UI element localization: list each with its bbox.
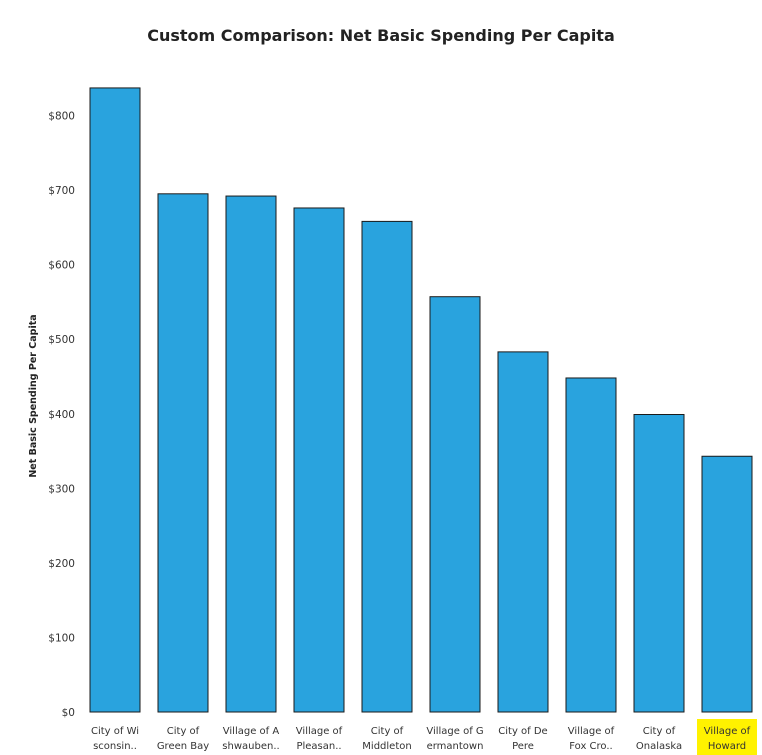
x-tick-label: shwauben..	[222, 741, 279, 752]
x-tick-label: ermantown	[427, 741, 484, 752]
bar	[701, 455, 753, 713]
bar	[157, 193, 209, 713]
x-tick-label: Fox Cro..	[569, 741, 612, 752]
bar	[361, 220, 413, 713]
x-tick-label: Howard	[708, 741, 746, 752]
bar	[89, 87, 141, 713]
y-tick-label: $300	[48, 483, 75, 495]
x-tick-label: Village of A	[223, 726, 280, 737]
y-tick-label: $0	[62, 707, 75, 719]
x-tick-label: Village of G	[426, 726, 483, 737]
y-tick-label: $400	[48, 409, 75, 421]
bar	[293, 207, 345, 713]
y-tick-label: $700	[48, 185, 75, 197]
x-tick-label: City of Wi	[91, 726, 139, 737]
bar	[633, 414, 685, 713]
x-tick-label: Onalaska	[636, 741, 682, 752]
x-tick-label: sconsin..	[93, 741, 137, 752]
y-tick-label: $600	[48, 260, 75, 272]
y-tick-label: $800	[48, 111, 75, 123]
y-tick-label: $100	[48, 632, 75, 644]
x-tick-label: Pleasan..	[296, 741, 341, 752]
x-tick-label: City of	[371, 726, 404, 737]
bar	[565, 377, 617, 713]
y-tick-label: $200	[48, 558, 75, 570]
x-tick-label: Green Bay	[157, 741, 209, 752]
bar	[497, 351, 549, 713]
x-tick-label: Village of	[296, 726, 343, 737]
x-tick-label: Village of	[704, 726, 751, 737]
x-tick-label: Pere	[512, 741, 534, 752]
bars	[89, 87, 753, 713]
bar	[429, 296, 481, 713]
y-axis-label: Net Basic Spending Per Capita	[28, 314, 39, 477]
highlight-box	[697, 719, 757, 755]
x-tick-label: City of	[643, 726, 676, 737]
highlight-layer	[697, 719, 757, 755]
bar	[225, 195, 277, 713]
x-tick-label: Middleton	[362, 741, 411, 752]
x-tick-label: City of	[167, 726, 200, 737]
y-axis-ticks: $0 $100 $200 $300 $400 $500 $600 $700 $800	[48, 111, 75, 719]
chart-title: Custom Comparison: Net Basic Spending Pe…	[147, 26, 615, 45]
x-tick-label: City of De	[498, 726, 547, 737]
x-tick-label: Village of	[568, 726, 615, 737]
x-axis-ticks: City of Wi sconsin.. City of Green Bay Villa…	[91, 726, 751, 752]
y-tick-label: $500	[48, 334, 75, 346]
